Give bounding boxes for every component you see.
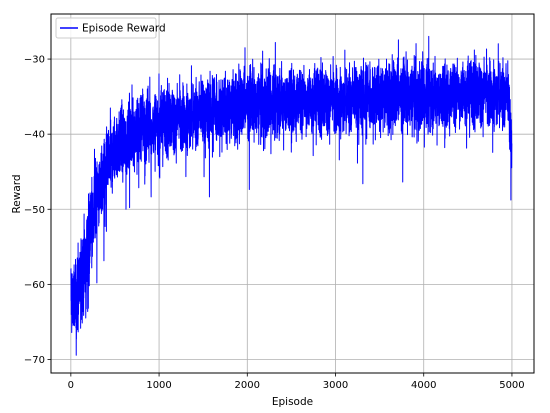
legend: Episode Reward bbox=[55, 17, 166, 39]
plot-frame bbox=[50, 13, 535, 374]
x-tick-label: 4000 bbox=[411, 380, 436, 391]
series-line-episode-reward bbox=[70, 35, 513, 356]
x-tick-label: 3000 bbox=[323, 380, 348, 391]
x-tick-label: 1000 bbox=[146, 380, 171, 391]
x-axis-label: Episode bbox=[272, 396, 313, 408]
y-tick-label: −40 bbox=[24, 130, 45, 141]
x-tick-label: 5000 bbox=[499, 380, 524, 391]
y-tick-label: −50 bbox=[24, 205, 45, 216]
grid-lines bbox=[51, 14, 534, 373]
y-tick-label: −70 bbox=[24, 355, 45, 366]
legend-label-episode-reward: Episode Reward bbox=[82, 23, 166, 35]
x-tick-label: 0 bbox=[68, 380, 74, 391]
y-tick-label: −30 bbox=[24, 55, 45, 66]
axis-ticks: 0 1000 2000 3000 4000 5000 −70 −60 −50 −40 −30 bbox=[24, 55, 525, 391]
x-tick-label: 2000 bbox=[235, 380, 260, 391]
y-axis-label: Reward bbox=[11, 174, 23, 213]
y-tick-label: −60 bbox=[24, 280, 45, 291]
series-layer bbox=[70, 35, 513, 356]
legend-box bbox=[55, 17, 157, 39]
